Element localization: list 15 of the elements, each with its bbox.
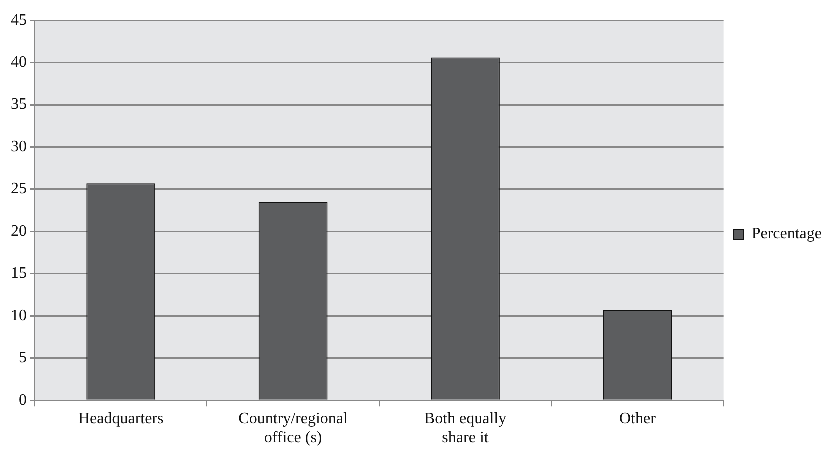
y-tick-label: 15 — [11, 265, 27, 282]
y-tick-label: 35 — [11, 96, 27, 114]
y-tick-label: 25 — [11, 180, 27, 198]
y-tick-label: 5 — [19, 350, 27, 367]
x-tick-label: Headquarters — [78, 410, 164, 428]
y-tick-label: 10 — [11, 307, 27, 324]
y-tick-label: 45 — [11, 12, 27, 29]
y-tick-label: 40 — [11, 54, 27, 72]
legend-label: Percentage — [752, 226, 822, 243]
x-tick-label: Country/regional office (s) — [238, 410, 349, 447]
x-tick-label: Other — [620, 410, 657, 428]
y-tick-label: 0 — [19, 392, 27, 409]
y-tick-label: 20 — [11, 222, 27, 240]
y-tick-label: 30 — [11, 138, 27, 156]
x-tick-label: Both equally share it — [424, 410, 507, 447]
